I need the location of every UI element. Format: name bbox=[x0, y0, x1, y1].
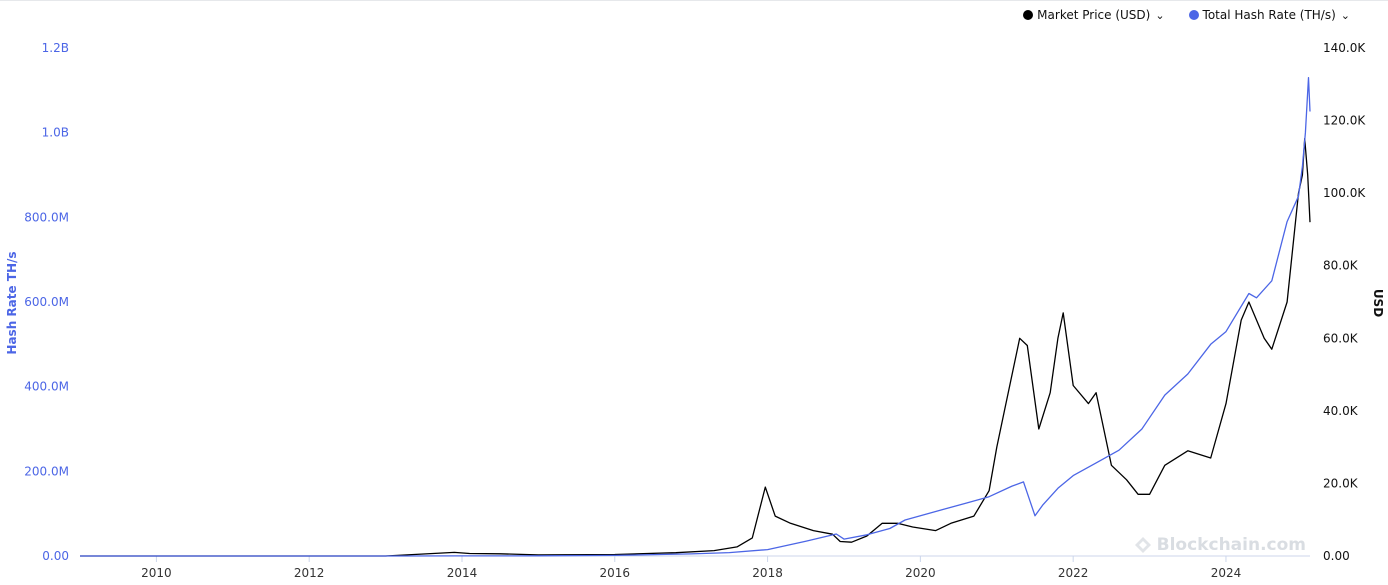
x-tick-label: 2010 bbox=[141, 566, 172, 580]
x-tick-label: 2024 bbox=[1211, 566, 1242, 580]
x-axis: 2010 2012 2014 2016 2018 2020 2022 2024 bbox=[80, 555, 1310, 580]
left-tick-label: 600.0M bbox=[24, 295, 69, 309]
x-tick-label: 2016 bbox=[600, 566, 631, 580]
chart-legend: Market Price (USD) ⌄ Total Hash Rate (TH… bbox=[1023, 8, 1350, 22]
left-tick-label: 0.00 bbox=[42, 549, 69, 563]
left-tick-label: 1.2B bbox=[42, 41, 69, 55]
chevron-down-icon[interactable]: ⌄ bbox=[1155, 8, 1165, 22]
left-tick-label: 800.0M bbox=[24, 210, 69, 224]
watermark-text: Blockchain.com bbox=[1156, 535, 1306, 555]
right-y-axis: 0.00 20.0K 40.0K 60.0K 80.0K 100.0K 120.0K 140.… bbox=[1323, 41, 1366, 563]
right-tick-label: 40.0K bbox=[1323, 404, 1359, 418]
left-tick-label: 1.0B bbox=[42, 126, 69, 140]
left-y-axis: 0.00 200.0M 400.0M 600.0M 800.0M 1.0B 1.2B bbox=[24, 41, 69, 563]
right-tick-label: 100.0K bbox=[1323, 186, 1366, 200]
chevron-down-icon[interactable]: ⌄ bbox=[1340, 8, 1350, 22]
right-tick-label: 120.0K bbox=[1323, 114, 1366, 128]
legend-item-hash-rate[interactable]: Total Hash Rate (TH/s) ⌄ bbox=[1188, 8, 1350, 22]
right-tick-label: 80.0K bbox=[1323, 259, 1359, 273]
legend-item-market-price[interactable]: Market Price (USD) ⌄ bbox=[1023, 8, 1165, 22]
left-axis-title: Hash Rate TH/s bbox=[5, 251, 19, 354]
right-tick-label: 20.0K bbox=[1323, 476, 1359, 490]
left-tick-label: 400.0M bbox=[24, 380, 69, 394]
legend-dot-hash-rate bbox=[1188, 10, 1199, 20]
right-axis-title: USD bbox=[1371, 289, 1385, 317]
blockchain-logo-icon bbox=[1134, 537, 1151, 553]
watermark: Blockchain.com bbox=[1134, 535, 1306, 555]
x-tick-label: 2018 bbox=[752, 566, 783, 580]
x-tick-label: 2014 bbox=[447, 566, 478, 580]
right-tick-label: 140.0K bbox=[1323, 41, 1366, 55]
hash-rate-line bbox=[80, 76, 1311, 557]
left-tick-label: 200.0M bbox=[24, 464, 69, 478]
x-tick-label: 2022 bbox=[1058, 566, 1089, 580]
x-tick-label: 2020 bbox=[905, 566, 936, 580]
legend-label-hash-rate: Total Hash Rate (TH/s) bbox=[1202, 8, 1336, 22]
right-tick-label: 60.0K bbox=[1323, 331, 1359, 345]
market-price-line bbox=[80, 138, 1311, 557]
legend-dot-market-price bbox=[1023, 10, 1034, 20]
legend-label-market-price: Market Price (USD) bbox=[1037, 8, 1151, 22]
x-tick-label: 2012 bbox=[294, 566, 325, 580]
series-lines bbox=[80, 76, 1311, 557]
top-divider bbox=[0, 0, 1388, 1]
right-tick-label: 0.00 bbox=[1323, 549, 1350, 563]
